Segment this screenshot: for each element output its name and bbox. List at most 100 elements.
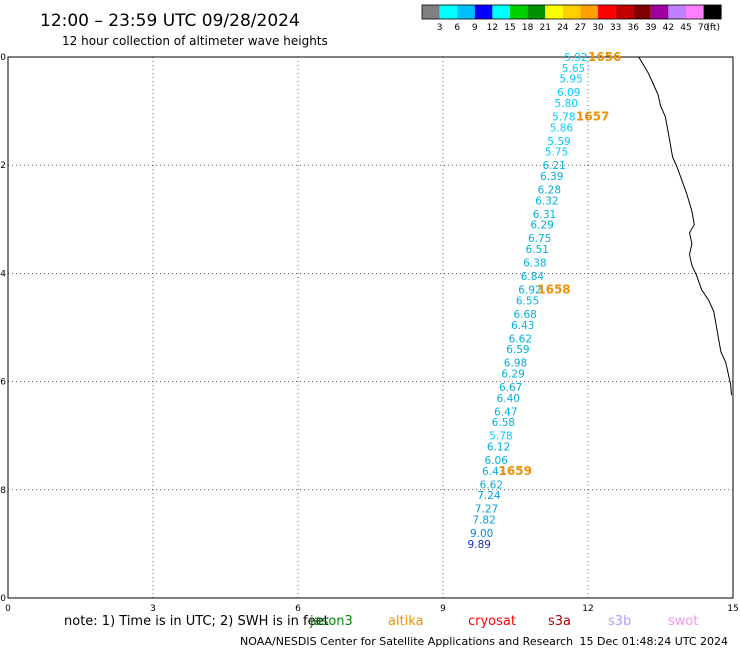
- wave-height-label: 5.59: [547, 136, 570, 148]
- coastline: [638, 56, 732, 396]
- y-tick-label: -30: [0, 594, 6, 604]
- wave-height-label: 6.92: [518, 285, 541, 297]
- pass-number-label: 1659: [499, 464, 532, 478]
- legend-tick-label: 70: [698, 23, 710, 33]
- legend-swatch: [474, 5, 493, 19]
- wave-height-label: 7.24: [477, 490, 501, 502]
- wave-height-label: 6.43: [482, 466, 505, 478]
- legend-tick-label: (ft): [706, 23, 720, 33]
- y-tick-label: -24: [0, 269, 6, 279]
- legend-tick-label: 30: [592, 23, 604, 33]
- satellite-label: swot: [668, 614, 698, 629]
- pass-number-label: 1658: [537, 283, 570, 297]
- wave-height-label: 9.89: [468, 539, 491, 551]
- legend-tick-label: 39: [645, 23, 657, 33]
- legend-swatch: [492, 5, 510, 19]
- wave-height-label: 5.86: [550, 122, 574, 134]
- wave-height-label: 5.80: [555, 98, 578, 110]
- wave-height-label: 6.51: [526, 244, 549, 256]
- wave-height-label: 6.29: [501, 368, 524, 380]
- legend-tick-label: 21: [539, 23, 550, 33]
- pass-labels: 1656 1657 1658 1659: [499, 50, 622, 478]
- legend-tick-label: 18: [522, 23, 534, 33]
- legend-swatch: [545, 5, 563, 19]
- wave-height-label: 5.75: [545, 147, 568, 159]
- wave-height-label: 6.84: [521, 271, 545, 283]
- x-tick-label: 15: [727, 604, 738, 614]
- grid-lines: [8, 57, 733, 598]
- legend-tick-label: 36: [627, 23, 639, 33]
- wave-height-label: 6.09: [557, 87, 580, 99]
- wave-height-label: 5.78: [489, 431, 512, 443]
- wave-height-label: 6.62: [509, 333, 532, 345]
- wave-height-label: 6.75: [528, 233, 551, 245]
- satellite-label: cryosat: [468, 614, 516, 629]
- legend-swatch: [527, 5, 546, 19]
- x-tick-label: 0: [5, 604, 11, 614]
- y-tick-label: -26: [0, 378, 6, 388]
- legend-swatch: [615, 5, 634, 19]
- wave-height-label: 7.27: [475, 504, 498, 516]
- footer-credit: NOAA/NESDIS Center for Satellite Applica…: [240, 635, 573, 648]
- wave-height-label: 6.59: [506, 344, 529, 356]
- pass-number-label: 1657: [576, 110, 609, 124]
- legend-swatch: [650, 5, 669, 19]
- legend-tick-label: 33: [610, 23, 621, 33]
- wave-height-label: 6.68: [513, 309, 536, 321]
- wave-height-label: 5.78: [552, 112, 575, 124]
- legend-tick-label: 3: [437, 23, 443, 33]
- satellite-label: s3a: [548, 614, 571, 629]
- wave-height-label: 7.82: [472, 515, 495, 527]
- y-tick-label: -22: [0, 161, 6, 171]
- wave-height-label: 5.92: [564, 52, 587, 64]
- legend-tick-label: 45: [680, 23, 691, 33]
- wave-height-label: 6.39: [540, 171, 563, 183]
- legend-swatch: [598, 5, 616, 19]
- color-legend: 3 6 9 12 15 18 21 24 27 30 33 36 39 42 45 70(ft): [421, 4, 722, 33]
- wave-height-label: 5.65: [562, 63, 585, 75]
- legend-border: [421, 4, 722, 20]
- legend-swatch: [686, 5, 704, 19]
- wave-height-label: 6.21: [542, 160, 565, 172]
- footer-timestamp: 15 Dec 01:48:24 UTC 2024: [580, 635, 728, 648]
- y-tick-label: -28: [0, 486, 6, 496]
- legend-swatch: [562, 5, 581, 19]
- wave-height-label: 6.47: [494, 406, 517, 418]
- plot-area: 0 3 6 9 12 15 -20 -22 -24 -26 -28 -30 5.925.655.95…: [0, 50, 739, 614]
- x-tick-label: 12: [582, 604, 593, 614]
- x-tick-label: 3: [150, 604, 156, 614]
- wave-height-label: 6.58: [492, 417, 515, 429]
- chart-title: 12:00 – 23:59 UTC 09/28/2024: [40, 11, 300, 31]
- satellite-label: s3b: [608, 614, 631, 629]
- legend-swatch: [510, 5, 528, 19]
- x-tick-label: 6: [295, 604, 301, 614]
- legend-swatch: [457, 5, 475, 19]
- legend-swatch: [633, 5, 651, 19]
- legend-swatch: [439, 5, 458, 19]
- legend-tick-label: 42: [663, 23, 674, 33]
- wave-height-label: 6.98: [504, 358, 527, 370]
- wave-height-labels: 5.925.655.956.095.805.785.865.595.756.21…: [468, 52, 588, 551]
- x-axis-ticks: 0 3 6 9 12 15: [5, 604, 739, 614]
- satellite-label: jason3: [309, 614, 353, 629]
- wave-height-label: 6.67: [499, 382, 522, 394]
- wave-height-label: 6.29: [530, 220, 553, 232]
- legend-tick-label: 27: [575, 23, 586, 33]
- y-axis-ticks: -20 -22 -24 -26 -28 -30: [0, 53, 6, 604]
- wave-height-label: 6.43: [511, 320, 534, 332]
- plot-frame: [7, 56, 734, 599]
- legend-tick-label: 24: [557, 23, 569, 33]
- legend-tick-label: 6: [454, 23, 460, 33]
- wave-height-label: 5.95: [559, 74, 582, 86]
- wave-height-label: 9.00: [470, 528, 493, 540]
- wave-height-label: 6.28: [538, 185, 561, 197]
- wave-height-label: 6.31: [533, 209, 556, 221]
- wave-height-label: 6.12: [487, 442, 510, 454]
- wave-height-label: 6.38: [523, 258, 546, 270]
- wave-height-label: 6.55: [516, 295, 539, 307]
- legend-swatch: [703, 5, 722, 19]
- legend-swatch: [422, 5, 440, 19]
- y-tick-label: -20: [0, 53, 6, 63]
- footer-note: note: 1) Time is in UTC; 2) SWH is in fe…: [64, 614, 329, 629]
